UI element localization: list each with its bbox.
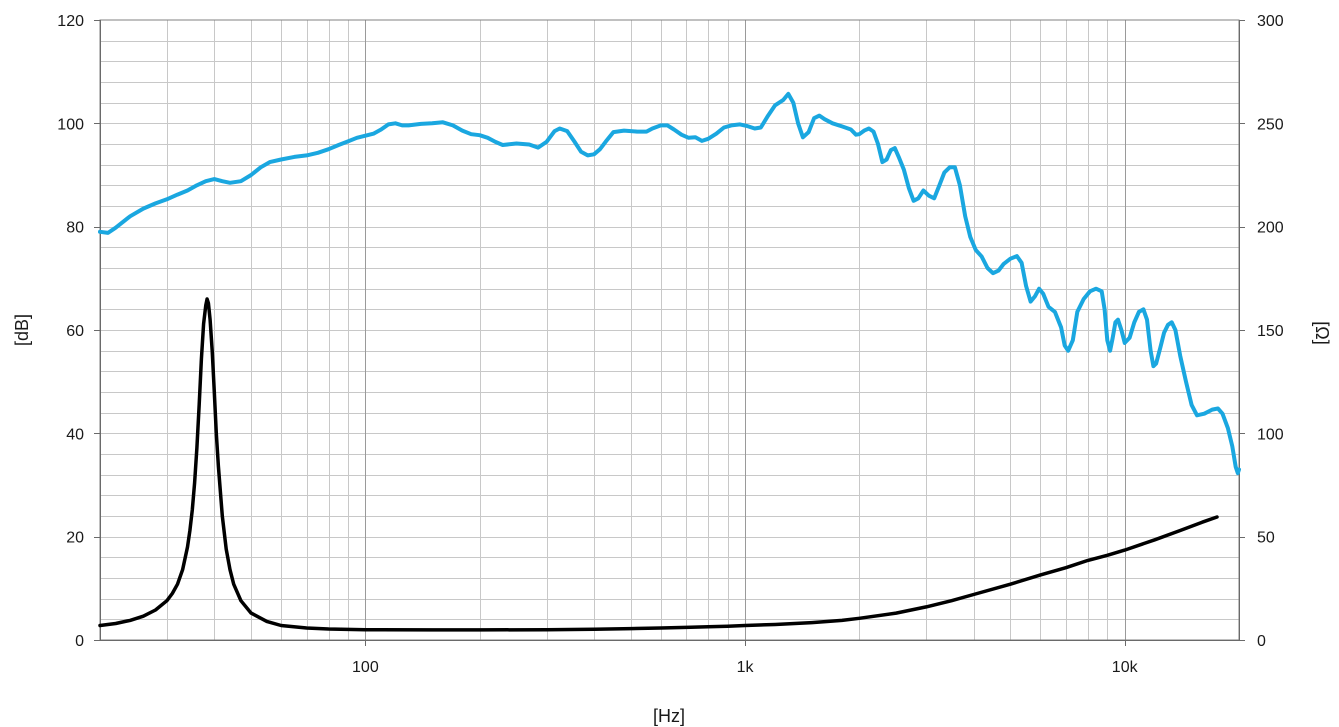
x-tick-label: 100 (352, 659, 379, 676)
right-axis-ticks: 0 50 100 150 200 250 300 (1239, 13, 1284, 650)
right-axis-label: [Ω] (1312, 321, 1332, 344)
plot-grid (100, 20, 1239, 640)
x-tick-label: 1k (737, 659, 755, 676)
left-axis-label: [dB] (12, 314, 32, 346)
right-tick-label: 300 (1257, 13, 1284, 30)
series-impedance-curve (98, 297, 1219, 632)
right-tick-label: 50 (1257, 530, 1275, 547)
right-tick-label: 0 (1257, 633, 1266, 650)
left-tick-label: 60 (66, 323, 84, 340)
left-axis-ticks: 0 20 40 60 80 100 120 (57, 13, 100, 650)
left-tick-label: 0 (75, 633, 84, 650)
left-tick-label: 100 (57, 116, 84, 133)
left-tick-label: 80 (66, 220, 84, 237)
left-tick-label: 40 (66, 426, 84, 443)
right-tick-label: 150 (1257, 323, 1284, 340)
left-tick-label: 120 (57, 13, 84, 30)
right-tick-label: 250 (1257, 116, 1284, 133)
series-spl-curve (98, 91, 1241, 476)
x-axis-label: [Hz] (653, 706, 685, 726)
x-tick-label: 10k (1112, 659, 1139, 676)
right-tick-label: 200 (1257, 220, 1284, 237)
right-tick-label: 100 (1257, 426, 1284, 443)
left-tick-label: 20 (66, 530, 84, 547)
x-axis-ticks: 100 1k 10k (352, 640, 1139, 676)
